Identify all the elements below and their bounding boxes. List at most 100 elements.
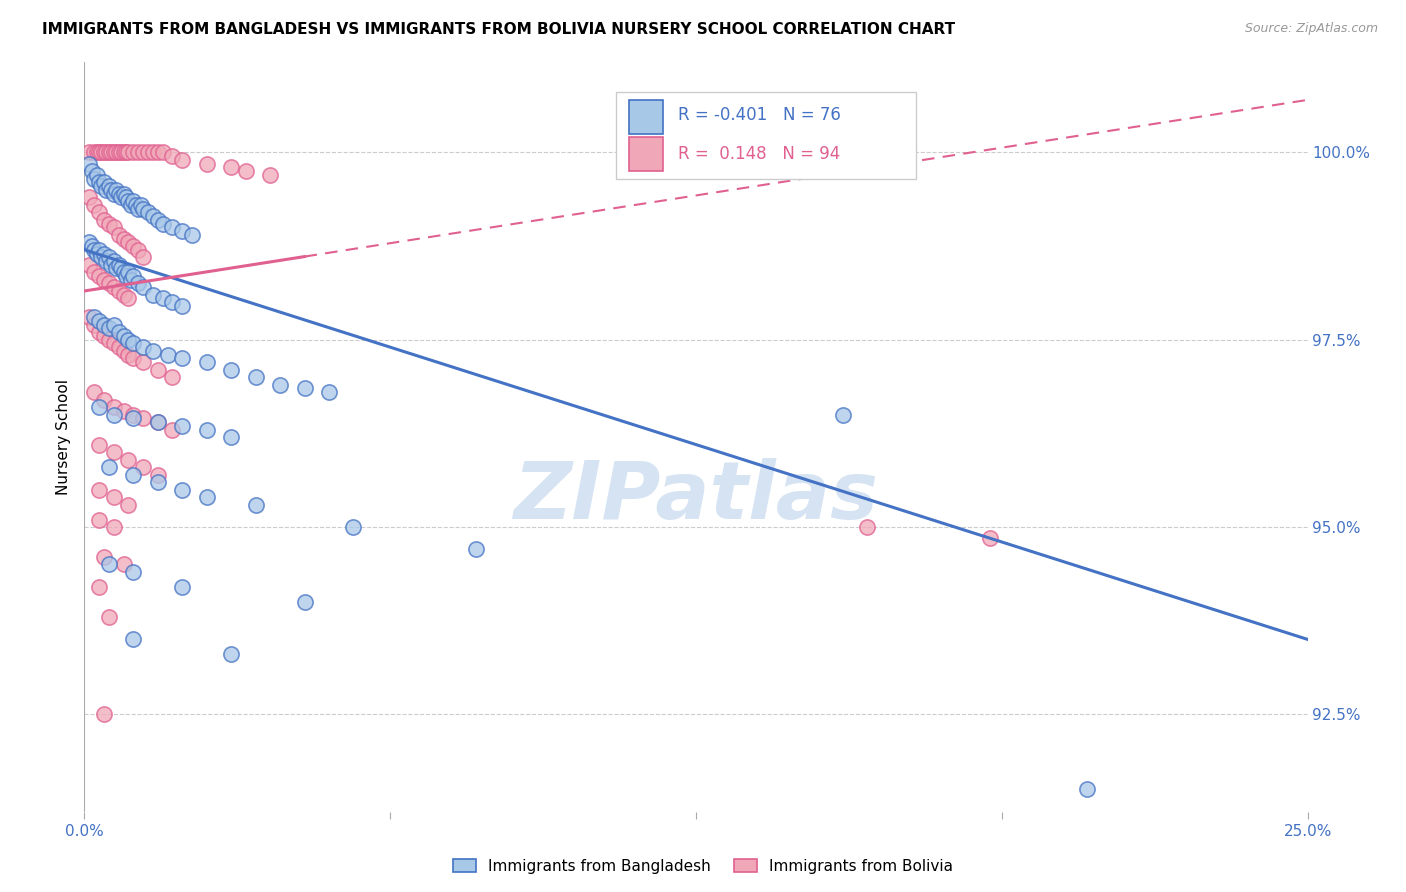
Point [112,404,135,418]
Point [142,343,165,358]
Point [122,408,145,422]
Point [87,512,110,526]
Point [103,145,125,160]
Point [142,145,165,160]
Point [87,268,110,283]
Point [115,145,138,160]
Point [219,362,242,376]
Point [103,520,125,534]
Point [132,460,155,475]
Point [87,483,110,497]
Point [146,362,169,376]
Point [97,179,120,194]
Point [77,310,100,325]
Point [103,254,125,268]
Point [162,370,184,384]
Point [87,580,110,594]
Point [127,277,149,291]
Point [172,153,194,167]
Point [132,250,155,264]
Point [107,340,129,354]
Point [83,243,105,257]
Point [235,164,257,178]
Point [103,490,125,504]
Point [110,190,132,204]
Point [112,558,135,572]
Point [122,145,145,160]
Point [152,217,174,231]
Point [294,595,316,609]
Point [117,292,139,306]
Point [97,145,120,160]
Point [86,145,108,160]
Point [117,333,139,347]
Point [127,145,149,160]
Point [120,198,142,212]
Point [105,145,128,160]
Point [122,632,145,647]
Point [195,423,218,437]
Point [83,145,105,160]
Point [195,355,218,369]
Point [127,202,149,216]
Point [136,205,159,219]
Point [172,224,194,238]
Point [97,558,120,572]
Point [110,145,132,160]
Point [110,261,132,276]
Point [122,194,145,208]
Point [80,164,103,178]
Point [83,171,105,186]
Point [97,610,120,624]
Point [132,340,155,354]
Point [93,145,115,160]
Point [112,145,135,160]
Point [132,145,155,160]
Point [103,220,125,235]
Point [146,145,169,160]
Point [93,707,115,722]
Point [219,161,242,175]
Point [93,273,115,287]
Point [77,145,100,160]
Point [132,280,155,294]
Point [1076,782,1098,797]
Point [127,243,149,257]
Point [831,408,853,422]
Point [152,145,174,160]
Point [83,310,105,325]
Point [87,437,110,451]
Point [86,246,108,260]
Point [97,250,120,264]
Point [122,467,145,482]
Point [105,183,128,197]
Point [172,580,194,594]
Point [219,430,242,444]
Legend: Immigrants from Bangladesh, Immigrants from Bolivia: Immigrants from Bangladesh, Immigrants f… [447,853,959,880]
Point [115,190,138,204]
Point [107,145,129,160]
Point [103,445,125,459]
Point [146,415,169,429]
Point [181,227,204,242]
Point [112,231,135,245]
Point [259,168,281,182]
Point [125,198,148,212]
Point [100,258,122,272]
Point [77,235,100,250]
Point [107,258,129,272]
Point [172,483,194,497]
Point [117,498,139,512]
Point [103,408,125,422]
Bar [616,93,917,178]
Point [87,314,110,328]
Point [87,205,110,219]
Point [97,277,120,291]
Point [245,370,267,384]
Point [245,498,267,512]
Point [132,202,155,216]
Point [97,321,120,335]
Point [122,565,145,579]
Point [93,549,115,564]
Point [115,268,138,283]
